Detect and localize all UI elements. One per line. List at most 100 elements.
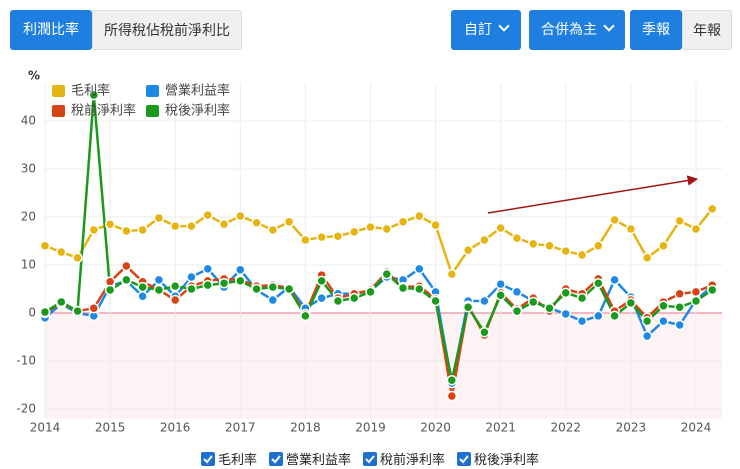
data-point — [593, 240, 604, 252]
data-point — [121, 260, 132, 272]
data-point — [641, 252, 653, 264]
x-tick-label: 2016 — [160, 421, 191, 435]
data-point — [381, 223, 393, 235]
y-tick-label: -20 — [16, 402, 36, 416]
legend-swatch — [52, 105, 65, 117]
legend-toggle[interactable]: 稅後淨利率 — [457, 449, 539, 468]
data-point — [576, 292, 588, 304]
dropdown-button[interactable]: 自訂 — [451, 10, 521, 50]
data-point — [72, 305, 83, 317]
dropdown-button[interactable]: 合併為主 — [529, 10, 625, 50]
checkbox — [268, 452, 283, 466]
y-tick-label: 40 — [21, 114, 36, 128]
negative-region — [45, 313, 722, 419]
legend-toggle[interactable]: 稅前淨利率 — [363, 449, 445, 468]
data-point — [690, 295, 702, 307]
data-point — [690, 286, 702, 298]
data-point — [186, 271, 197, 283]
data-point — [218, 218, 230, 230]
data-point — [332, 295, 344, 307]
data-point — [641, 315, 653, 327]
chart: % -20 -10 0 10 20 30 40 2014 2015 2016 2017 2018 201… — [16, 69, 722, 435]
data-point — [397, 282, 409, 294]
tab-button[interactable]: 所得稅佔稅前淨利比 — [92, 10, 242, 50]
checkbox — [200, 452, 215, 466]
legend-swatch — [146, 85, 159, 97]
y-tick-label: 20 — [21, 210, 36, 224]
data-point — [414, 210, 425, 222]
data-point — [39, 240, 51, 252]
data-point — [706, 203, 718, 215]
data-point — [251, 217, 262, 229]
data-point — [121, 225, 132, 237]
x-tick-label: 2024 — [681, 421, 712, 435]
data-point — [690, 223, 702, 235]
data-point — [527, 238, 539, 250]
data-point — [88, 89, 100, 101]
legend-toggle[interactable]: 營業利益率 — [268, 449, 351, 468]
data-point — [674, 288, 685, 300]
checkbox — [363, 452, 377, 466]
legend-label: 毛利率 — [71, 83, 110, 99]
tab-button[interactable]: 利潤比率 — [10, 10, 92, 50]
x-tick-label: 2019 — [355, 421, 386, 435]
data-point — [300, 234, 311, 246]
data-point — [202, 209, 213, 221]
legend-swatch — [146, 105, 159, 117]
data-point — [641, 330, 653, 342]
data-point — [479, 295, 490, 307]
y-tick-label: 0 — [28, 306, 36, 320]
data-point — [186, 283, 197, 295]
data-point — [462, 301, 474, 313]
tab-button[interactable]: 年報 — [682, 10, 732, 50]
data-point — [316, 292, 327, 304]
data-point — [576, 249, 588, 261]
data-point — [560, 287, 572, 299]
data-point — [72, 252, 83, 264]
data-point — [527, 296, 539, 308]
data-point — [658, 240, 669, 252]
data-point — [88, 224, 100, 236]
data-point — [365, 221, 376, 233]
data-point — [446, 268, 458, 280]
data-point — [186, 220, 197, 232]
data-point — [153, 274, 165, 286]
button-label: 自訂 — [464, 22, 492, 38]
legend-toggle[interactable]: 毛利率 — [200, 449, 257, 468]
data-point — [446, 374, 458, 386]
data-point — [104, 218, 116, 230]
data-point — [348, 292, 360, 304]
data-point — [560, 308, 572, 320]
x-tick-label: 2018 — [290, 421, 321, 435]
data-point — [137, 281, 148, 293]
legend-label: 稅後淨利率 — [165, 103, 230, 119]
data-point — [674, 215, 685, 227]
data-point — [414, 263, 425, 275]
data-point — [300, 310, 311, 322]
data-point — [511, 232, 523, 244]
legend-label: 稅後淨利率 — [474, 453, 540, 468]
data-point — [511, 286, 523, 298]
data-point — [430, 295, 441, 307]
data-point — [121, 274, 132, 286]
data-point — [658, 300, 669, 312]
data-point — [495, 222, 506, 234]
data-point — [593, 277, 604, 289]
data-point — [88, 302, 100, 314]
data-point — [137, 290, 148, 302]
bottom-legend: 毛利率 營業利益率 稅前淨利率 稅後淨利率 — [0, 449, 740, 468]
data-point — [397, 216, 409, 228]
data-point — [316, 231, 327, 243]
data-point — [153, 284, 165, 296]
data-point — [169, 294, 181, 306]
data-point — [235, 275, 246, 287]
data-point — [479, 326, 490, 338]
y-tick-label: 30 — [21, 162, 36, 176]
data-point — [430, 219, 441, 231]
data-point — [202, 279, 213, 291]
x-tick-label: 2023 — [616, 421, 647, 435]
tab-button[interactable]: 季報 — [630, 10, 682, 50]
data-point — [414, 283, 425, 295]
x-tick-label: 2020 — [420, 421, 451, 435]
